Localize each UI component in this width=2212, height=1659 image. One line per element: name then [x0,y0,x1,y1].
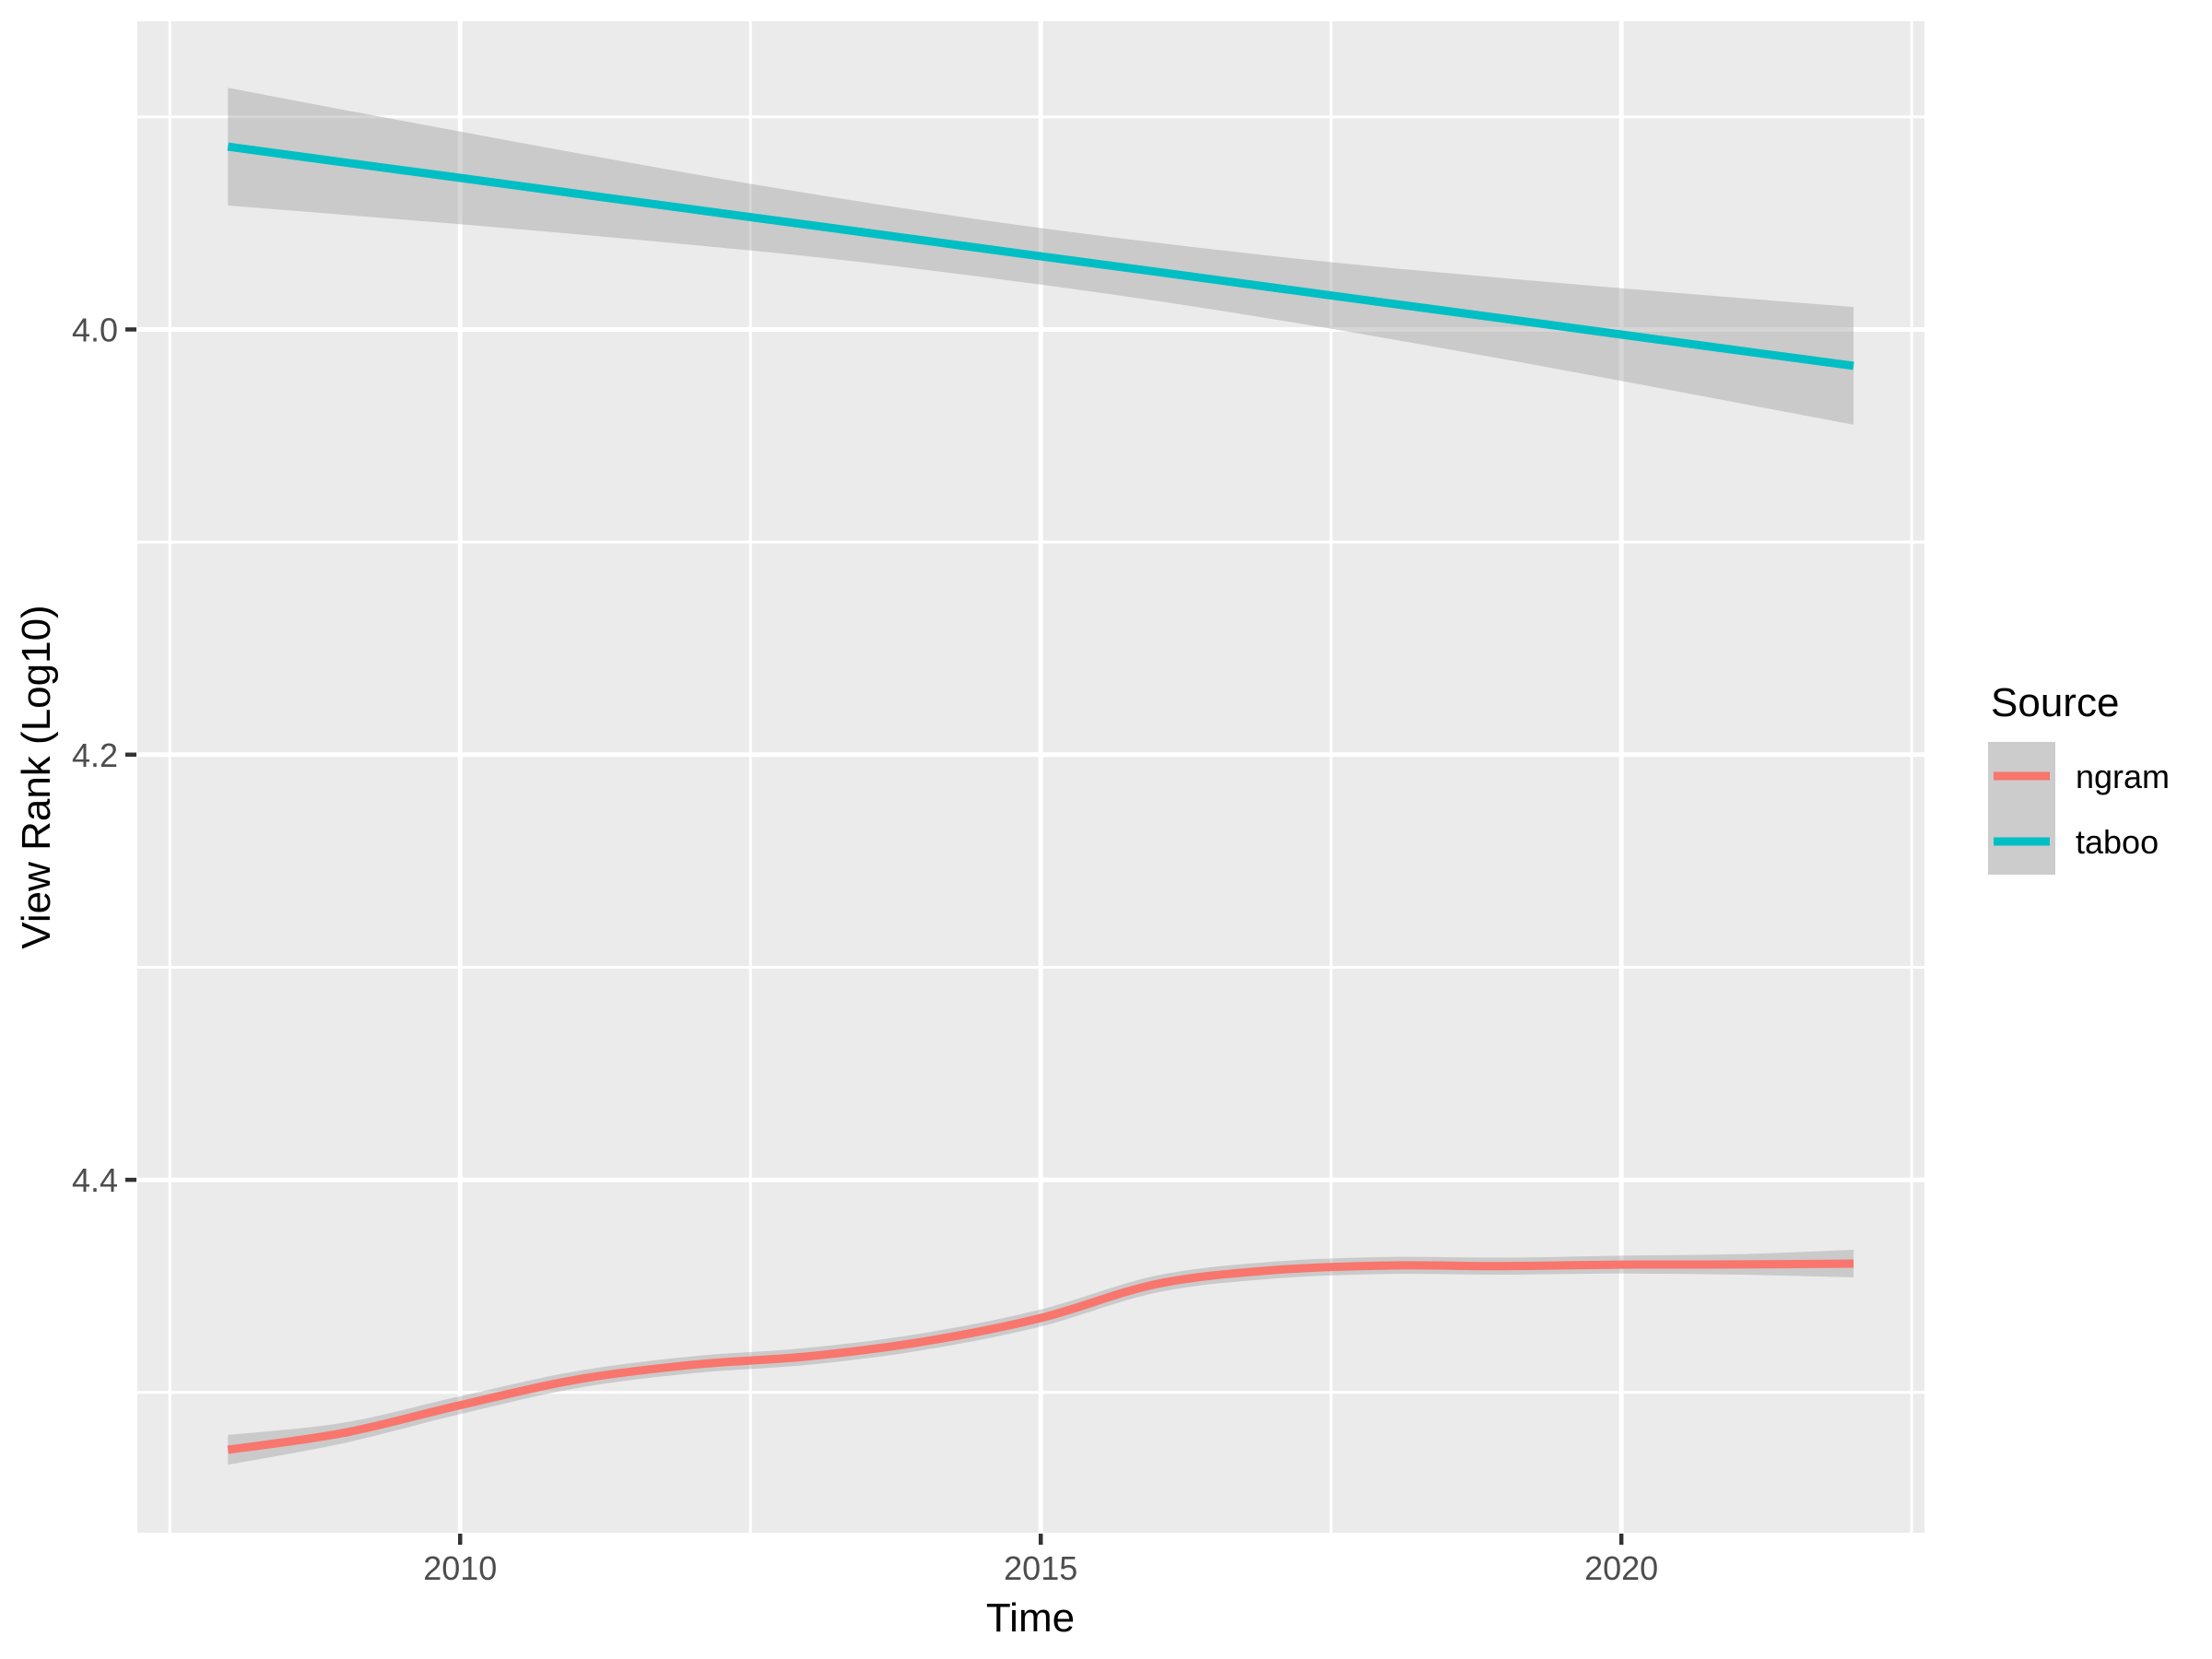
gridlines-minor [137,21,1924,1533]
y-tick-label: 4.4 [72,1161,118,1199]
x-tick-label: 2020 [1584,1549,1658,1587]
legend-label-taboo: taboo [2076,823,2159,861]
plot-panel [137,21,1924,1533]
series-lines [227,142,1854,1454]
x-tick-label: 2015 [1004,1549,1077,1587]
gridlines-major [137,21,1924,1533]
series-line-taboo [227,142,1854,371]
legend-label-ngram: ngram [2076,758,2170,795]
series-line-ngram [227,1259,1854,1454]
x-axis-title: Time [986,1595,1075,1641]
x-tick-label: 2010 [423,1549,497,1587]
legend: Source ngram taboo [1988,680,2170,875]
y-tick-label: 4.2 [72,736,118,774]
y-axis-title: View Rank (Log10) [14,605,59,948]
y-tick-label: 4.0 [72,311,118,348]
axis-tick-labels: 2010 2015 2020 4.0 4.2 4.4 [72,311,1658,1587]
axis-ticks [125,327,1624,1545]
ci-ribbon-ngram [228,1250,1854,1465]
legend-title: Source [1991,680,2119,725]
